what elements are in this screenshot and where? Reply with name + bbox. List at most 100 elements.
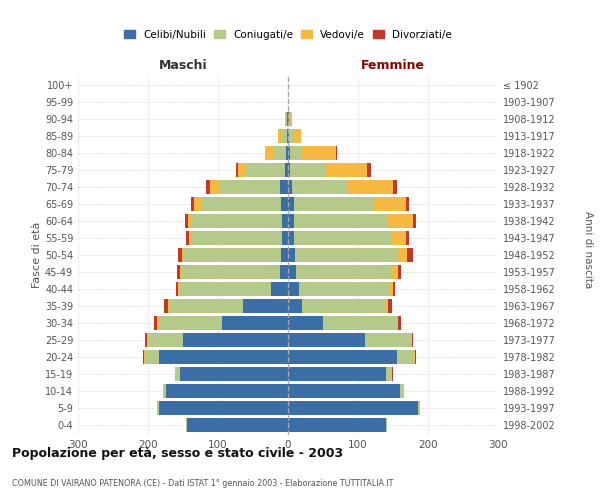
Bar [347,180,393,194]
Bar [415,350,416,364]
Bar [191,231,283,245]
Bar [209,180,220,194]
Bar [288,367,386,381]
Bar [286,112,287,126]
Bar [335,146,337,160]
Bar [169,299,242,313]
Bar [301,146,335,160]
Bar [288,401,418,415]
Bar [288,214,293,228]
Bar [157,401,158,415]
Bar [295,248,397,262]
Bar [193,197,200,211]
Bar [283,214,288,228]
Bar [397,350,414,364]
Bar [179,367,288,381]
Bar [365,333,410,347]
Bar [397,316,398,330]
Bar [236,163,238,177]
Bar [290,163,325,177]
Bar [164,299,167,313]
Bar [182,265,280,279]
Bar [182,248,183,262]
Bar [188,214,191,228]
Bar [292,180,347,194]
Bar [281,197,288,211]
Bar [397,248,407,262]
Bar [288,384,400,398]
Bar [412,333,413,347]
Bar [280,265,288,279]
Bar [288,112,289,126]
Bar [323,316,397,330]
Bar [166,384,288,398]
Bar [176,367,179,381]
Bar [163,384,166,398]
Bar [180,265,182,279]
Bar [158,316,221,330]
Bar [288,316,323,330]
Bar [143,350,144,364]
Bar [288,146,290,160]
Bar [186,231,189,245]
Text: Femmine: Femmine [361,60,425,72]
Bar [386,418,387,432]
Bar [388,214,413,228]
Bar [299,282,389,296]
Bar [289,129,293,143]
Bar [191,214,283,228]
Bar [157,316,158,330]
Bar [185,214,188,228]
Bar [220,180,280,194]
Bar [280,180,288,194]
Bar [158,401,288,415]
Bar [144,350,145,364]
Y-axis label: Fasce di età: Fasce di età [32,222,42,288]
Bar [176,265,180,279]
Bar [183,248,281,262]
Bar [288,248,295,262]
Bar [413,214,416,228]
Bar [293,197,374,211]
Bar [367,163,371,177]
Bar [281,248,288,262]
Bar [281,129,287,143]
Bar [238,163,246,177]
Bar [271,282,288,296]
Bar [167,299,169,313]
Text: Maschi: Maschi [158,60,208,72]
Bar [293,231,392,245]
Bar [410,333,412,347]
Bar [273,146,286,160]
Bar [393,180,397,194]
Bar [296,265,391,279]
Bar [400,384,404,398]
Text: Popolazione per età, sesso e stato civile - 2003: Popolazione per età, sesso e stato civil… [12,448,343,460]
Bar [325,163,367,177]
Bar [388,299,392,313]
Bar [286,146,288,160]
Text: COMUNE DI VAIRANO PATENORA (CE) - Dati ISTAT 1° gennaio 2003 - Elaborazione TUTT: COMUNE DI VAIRANO PATENORA (CE) - Dati I… [12,479,394,488]
Bar [287,129,288,143]
Bar [178,282,179,296]
Bar [191,197,193,211]
Bar [145,350,158,364]
Bar [190,231,191,245]
Bar [221,316,288,330]
Bar [154,316,157,330]
Bar [148,333,183,347]
Bar [288,418,386,432]
Bar [277,129,281,143]
Bar [288,333,365,347]
Bar [175,367,176,381]
Bar [386,367,392,381]
Bar [290,112,292,126]
Bar [242,299,288,313]
Bar [288,129,289,143]
Bar [200,197,281,211]
Bar [288,231,293,245]
Bar [414,350,415,364]
Bar [176,282,178,296]
Bar [187,418,288,432]
Bar [293,129,301,143]
